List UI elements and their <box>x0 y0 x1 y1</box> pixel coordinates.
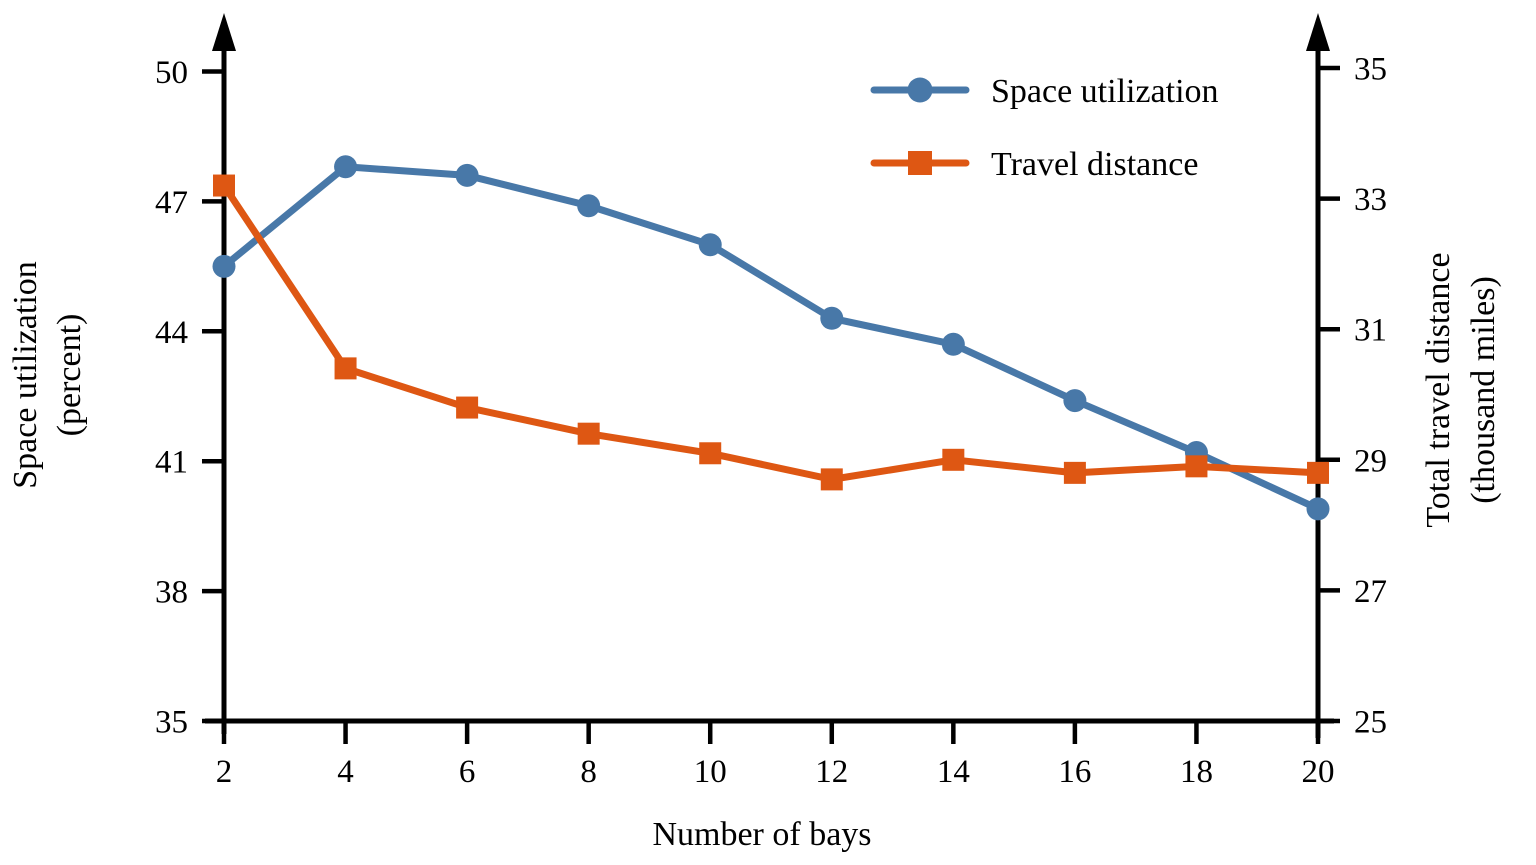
data-point-travel-distance <box>820 468 843 491</box>
y-left-tick-label: 41 <box>155 445 188 481</box>
x-tick-label: 4 <box>337 754 354 790</box>
x-tick-label: 8 <box>580 754 597 790</box>
x-tick-label: 18 <box>1180 754 1213 790</box>
x-tick-label: 10 <box>694 754 727 790</box>
x-axis-title: Number of bays <box>652 816 871 853</box>
data-point-travel-distance <box>1063 461 1086 484</box>
data-point-space-utilization <box>820 306 844 330</box>
legend-marker-space-utilization <box>907 77 933 103</box>
y-left-tick-label: 38 <box>155 575 188 611</box>
data-point-space-utilization <box>698 233 722 257</box>
x-tick-label: 6 <box>459 754 476 790</box>
legend-label-travel-distance: Travel distance <box>991 146 1198 183</box>
data-point-travel-distance <box>577 422 600 445</box>
y-left-tick-label: 47 <box>155 185 188 221</box>
data-point-travel-distance <box>334 357 357 380</box>
data-point-travel-distance <box>213 174 235 197</box>
data-point-travel-distance <box>1185 455 1208 478</box>
x-tick-label: 12 <box>815 754 848 790</box>
data-point-space-utilization <box>455 163 479 187</box>
data-point-space-utilization <box>1306 497 1330 521</box>
x-tick-label: 2 <box>216 754 233 790</box>
data-point-travel-distance <box>942 448 965 471</box>
legend-label-space-utilization: Space utilization <box>991 73 1219 110</box>
axes-group: 50 47 44 41 38 35 35 33 31 29 27 25 2 4 6 8 10 12 14 16 18 20 <box>155 13 1387 790</box>
legend-group: Space utilization Travel distance <box>870 73 1219 183</box>
y-axis-right-arrow <box>1306 13 1330 51</box>
y-left-tick-label: 44 <box>155 315 188 351</box>
y-axis-left-arrow <box>212 13 236 51</box>
y-right-tick-label: 27 <box>1354 574 1387 610</box>
y-right-tick-label: 35 <box>1354 52 1387 88</box>
x-tick-label: 14 <box>937 754 970 790</box>
y-right-title-line2: (thousand miles) <box>1465 276 1502 504</box>
data-point-travel-distance <box>699 442 722 465</box>
y-right-tick-label: 31 <box>1354 313 1387 349</box>
y-right-tick-label: 25 <box>1354 705 1387 741</box>
y-right-title-line1: Total travel distance <box>1420 252 1457 527</box>
x-tick-label: 16 <box>1058 754 1091 790</box>
titles-group: Space utilization (percent) Total travel d… <box>7 252 1502 853</box>
series-travel-distance-line <box>220 182 1322 483</box>
y-left-tick-label: 50 <box>155 55 188 91</box>
data-point-space-utilization <box>334 155 358 179</box>
data-point-travel-distance <box>1307 461 1329 484</box>
legend-marker-travel-distance <box>908 151 932 175</box>
data-point-space-utilization <box>577 194 601 218</box>
series-group <box>212 155 1330 521</box>
data-point-space-utilization <box>1063 389 1087 413</box>
data-point-space-utilization <box>941 332 965 356</box>
y-right-tick-label: 33 <box>1354 182 1387 218</box>
y-left-tick-label: 35 <box>155 705 188 741</box>
data-point-space-utilization <box>212 254 236 278</box>
x-tick-label: 20 <box>1302 754 1335 790</box>
y-left-title-line2: (percent) <box>51 314 88 437</box>
y-left-title-line1: Space utilization <box>7 261 44 489</box>
series-space-utilization-line <box>220 163 1322 513</box>
data-point-travel-distance <box>456 396 479 419</box>
y-right-tick-label: 29 <box>1354 443 1387 479</box>
